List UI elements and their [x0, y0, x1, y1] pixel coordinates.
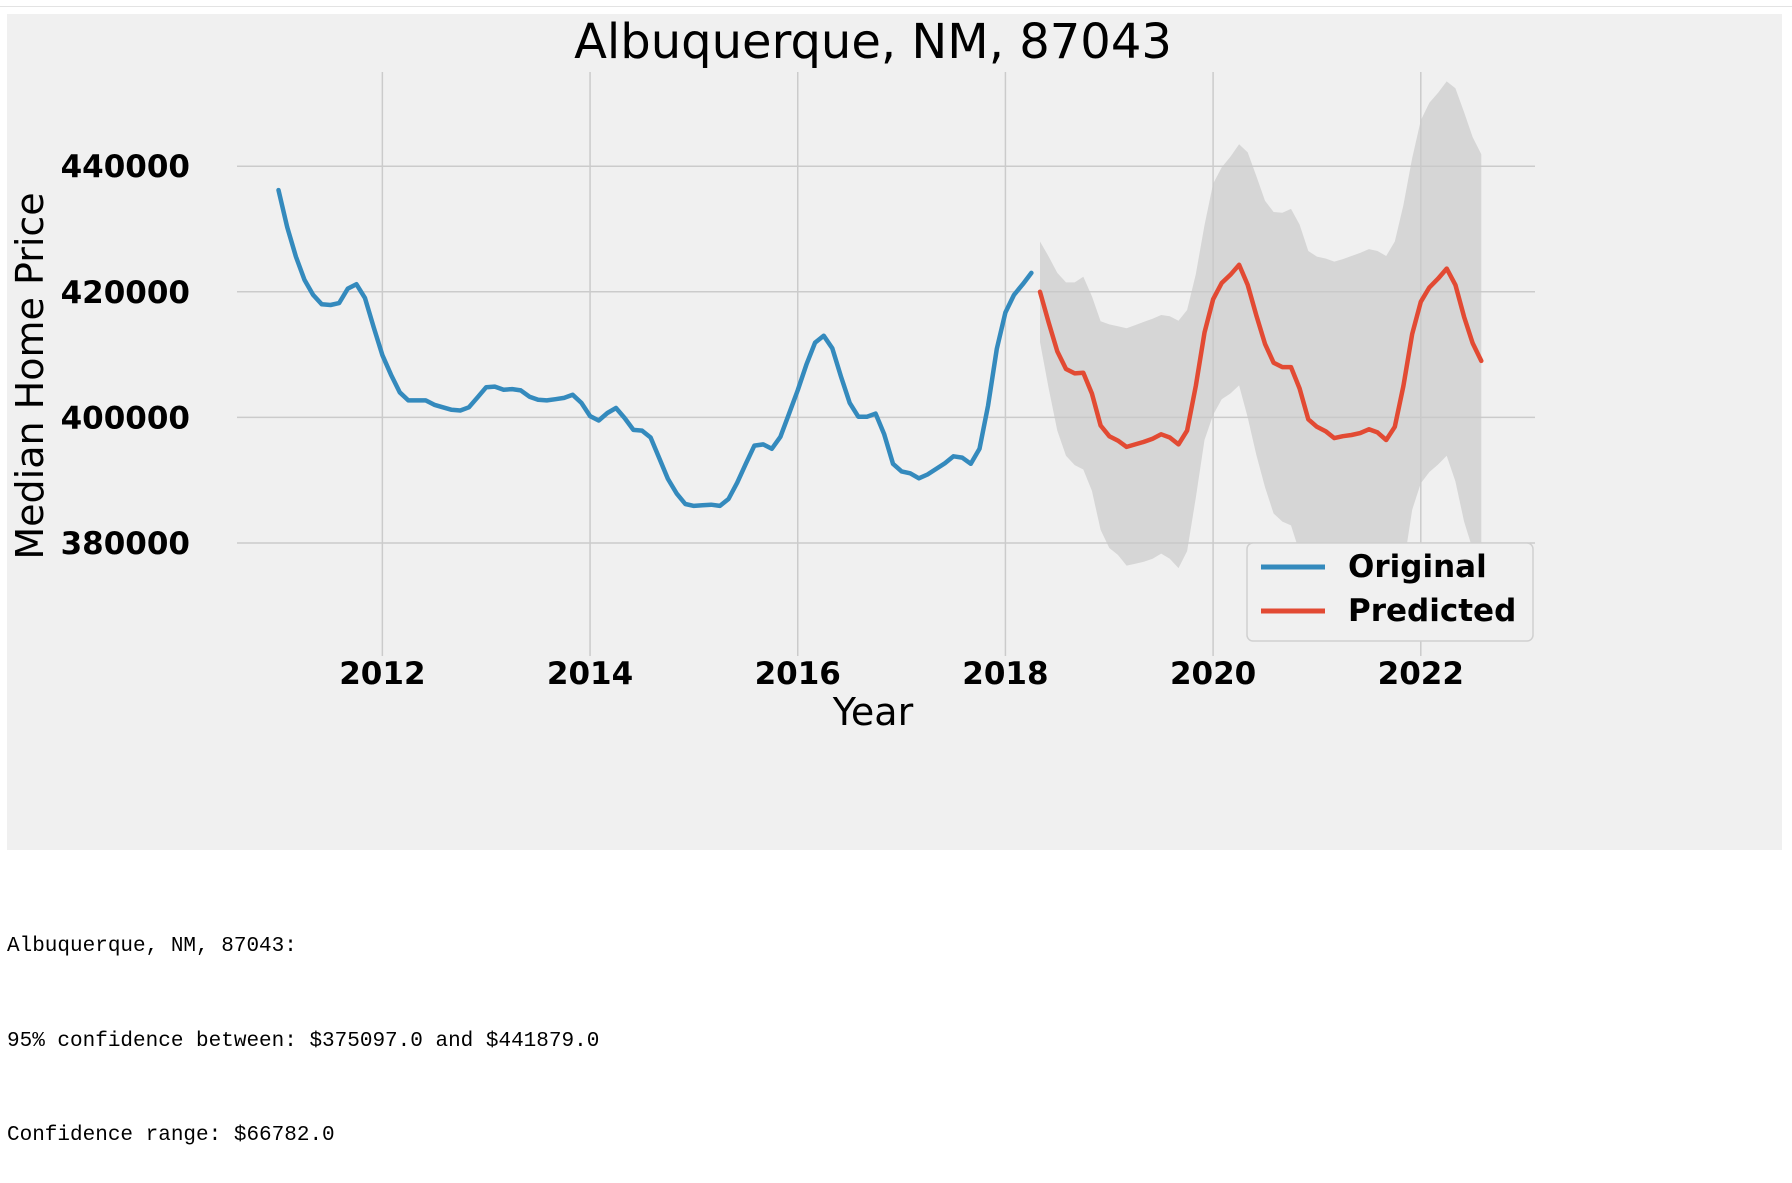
y-tick-label: 380000: [61, 526, 190, 562]
x-tick-label: 2016: [755, 656, 841, 692]
series-layer: [276, 187, 1484, 509]
output-line-confidence: 95% confidence between: $375097.0 and $4…: [7, 1029, 600, 1053]
cell-output: Albuquerque, NM, 87043: 95% confidence b…: [7, 868, 599, 1183]
confidence-band-layer: [1040, 81, 1482, 624]
y-axis-label: Median Home Price: [8, 192, 52, 559]
x-tick-label: 2018: [962, 656, 1048, 692]
series-line-original: [276, 187, 1034, 509]
chart-title: Albuquerque, NM, 87043: [574, 14, 1172, 70]
legend: Original Predicted: [1246, 542, 1534, 642]
output-line-location: Albuquerque, NM, 87043:: [7, 935, 297, 958]
tick-labels: 2012 2014 2016 2018 2020 2022 380000 400000 4200…: [61, 149, 1464, 692]
output-line-range: Confidence range: $66782.0: [7, 1124, 335, 1147]
x-axis-label: Year: [832, 690, 914, 734]
confidence-band: [1040, 81, 1482, 624]
legend-label-predicted: Predicted: [1348, 593, 1516, 629]
x-tick-label: 2020: [1170, 656, 1256, 692]
x-tick-label: 2014: [547, 656, 633, 692]
top-divider: [0, 6, 1792, 7]
chart-figure: 2012 2014 2016 2018 2020 2022 380000 400000 4200…: [7, 14, 1782, 850]
y-tick-label: 440000: [61, 149, 190, 185]
x-tick-label: 2022: [1378, 656, 1464, 692]
series-line-predicted: [1037, 262, 1484, 450]
y-tick-label: 400000: [61, 400, 190, 436]
y-tick-label: 420000: [61, 275, 190, 311]
x-tick-label: 2012: [339, 656, 425, 692]
legend-label-original: Original: [1348, 549, 1487, 585]
chart-canvas: 2012 2014 2016 2018 2020 2022 380000 400000 4200…: [8, 14, 1535, 734]
